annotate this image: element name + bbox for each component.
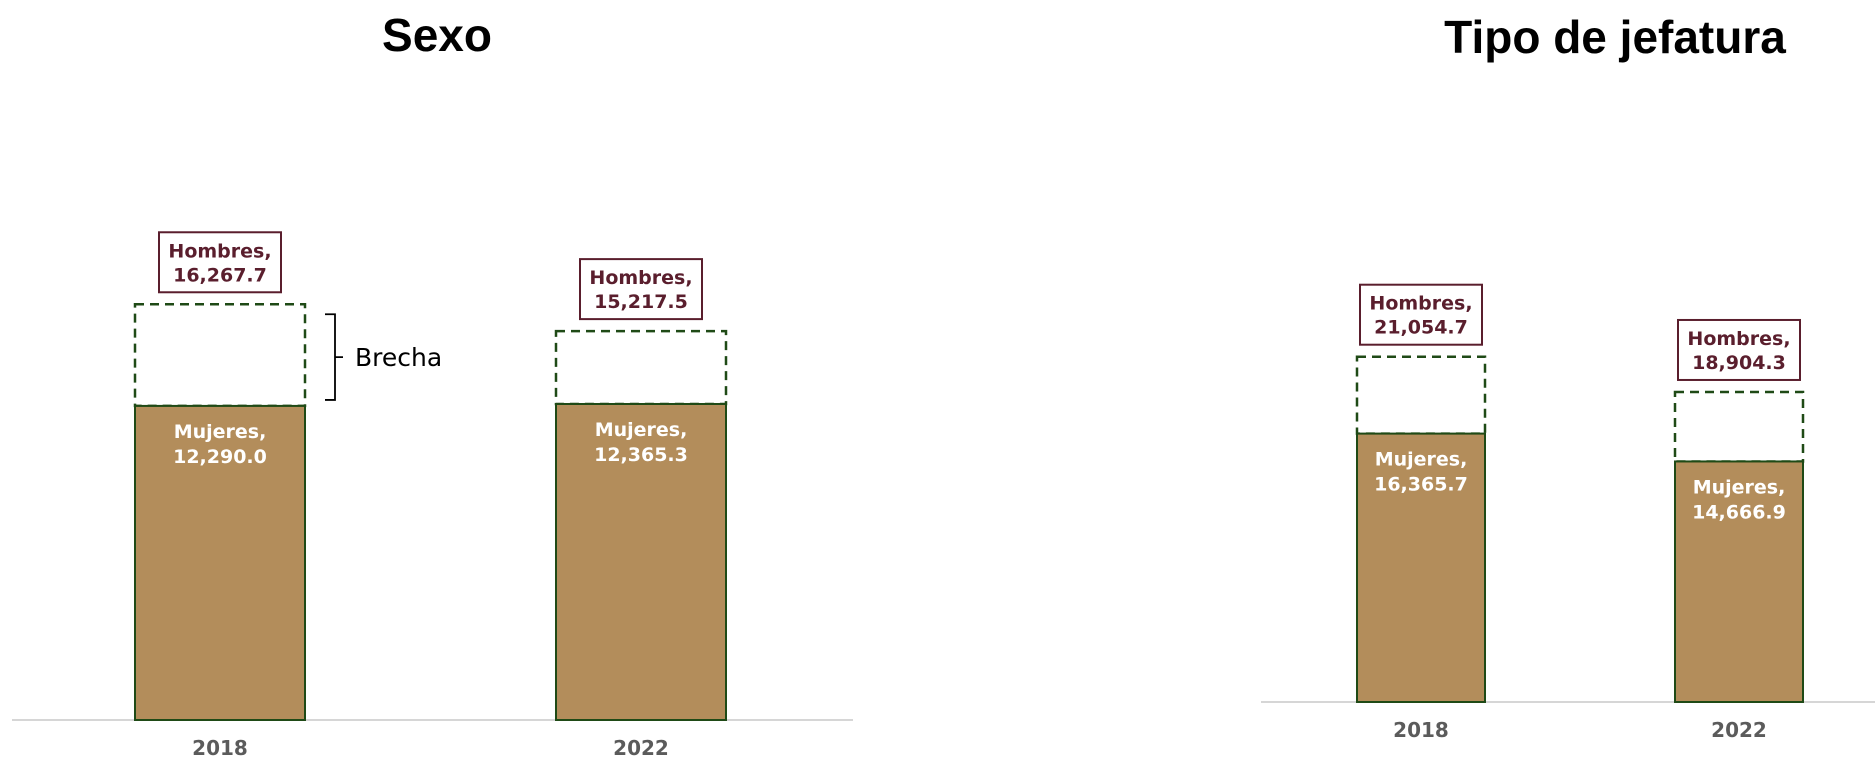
data-label-hombres-value-2022: 15,217.5 xyxy=(594,291,688,313)
chart-sexo-plot: Hombres,16,267.7Mujeres,12,290.02018Homb… xyxy=(12,231,853,758)
chart-title: Tipo de jefatura xyxy=(1444,11,1786,63)
label-box-hombres-2018 xyxy=(158,231,282,294)
data-label-mujeres-value-2022: 12,365.3 xyxy=(594,444,688,466)
chart-jefatura-plot: Hombres,21,054.7Mujeres,16,365.72018Homb… xyxy=(1261,283,1875,742)
label-box-hombres-2018 xyxy=(1359,283,1483,346)
chart-sexo: Sexo Hombres, 16,267.7 Mujeres, 12,290.0 201… xyxy=(0,0,870,758)
data-label-hombres-name-2018: Hombres, xyxy=(1369,293,1472,315)
data-label-hombres-name-2022: Hombres, xyxy=(1687,328,1790,350)
data-label-mujeres-name-2018: Mujeres, xyxy=(1375,449,1468,471)
x-tick-label-2022: 2022 xyxy=(613,736,669,758)
data-label-mujeres-name-2018: Mujeres, xyxy=(174,421,267,443)
bar-hombres-2022 xyxy=(1673,390,1805,463)
label-box-hombres-2022 xyxy=(579,258,703,321)
bar-hombres-2018 xyxy=(1355,355,1487,435)
bar-mujeres-2022 xyxy=(555,402,727,721)
x-tick-label-2018: 2018 xyxy=(192,736,248,758)
x-tick-label-2022: 2022 xyxy=(1711,718,1767,742)
data-label-mujeres-name-2022: Mujeres, xyxy=(595,419,688,441)
bar-mujeres-2018 xyxy=(134,404,306,721)
bar-mujeres-2022 xyxy=(1674,460,1804,703)
x-tick-label-2018: 2018 xyxy=(1393,718,1449,742)
data-label-hombres-name-2018: Hombres, xyxy=(168,240,271,262)
data-label-hombres-value-2018: 16,267.7 xyxy=(173,264,267,286)
data-label-mujeres-value-2022: 14,666.9 xyxy=(1692,501,1786,523)
data-label-mujeres-value-2018: 12,290.0 xyxy=(173,446,267,468)
bar-hombres-2018 xyxy=(133,303,307,408)
bar-mujeres-2018 xyxy=(1356,432,1486,703)
data-label-hombres-value-2022: 18,904.3 xyxy=(1692,352,1786,374)
data-label-hombres-value-2018: 21,054.7 xyxy=(1374,317,1468,339)
brecha-label: Brecha xyxy=(355,343,442,372)
chart-title: Sexo xyxy=(382,9,492,61)
data-label-hombres-name-2022: Hombres, xyxy=(589,267,692,289)
data-label-mujeres-value-2018: 16,365.7 xyxy=(1374,474,1468,496)
data-label-mujeres-name-2022: Mujeres, xyxy=(1693,476,1786,498)
bar-hombres-2022 xyxy=(554,329,728,406)
chart-tipo-de-jefatura: Tipo de jefatura Hombres, 21,054.7 Mujeres… xyxy=(1255,0,1875,758)
brecha-bracket xyxy=(325,313,343,401)
label-box-hombres-2022 xyxy=(1677,318,1801,381)
